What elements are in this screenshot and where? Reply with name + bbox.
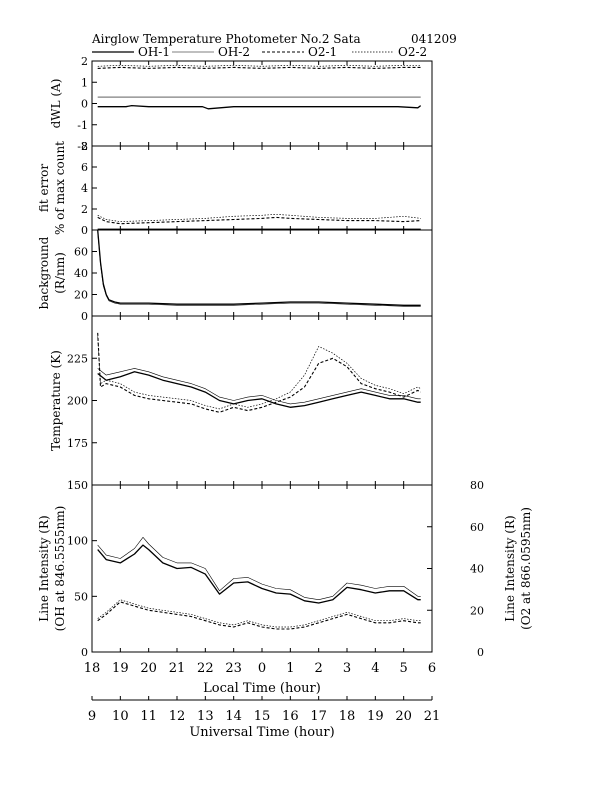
legend-label-oh-1: OH-1	[138, 45, 170, 59]
legend: OH-1 OH-2 O2-1 O2-2	[92, 45, 427, 59]
xtick-ut-label: 17	[310, 709, 327, 724]
series-line_intensity-o2-1	[97, 601, 421, 630]
ylabel-right-line_intensity: Line Intensity (R)	[503, 515, 517, 621]
figure-title: Airglow Temperature Photometer No.2 Sata	[91, 32, 361, 46]
series-dwl-o2-2	[97, 64, 421, 67]
xtick-local-label: 20	[140, 661, 157, 676]
series-line_intensity-o2-2	[97, 599, 421, 628]
ytick-label: 225	[67, 352, 88, 365]
xtick-local-label: 6	[428, 661, 436, 676]
ylabel-temperature: Temperature (K)	[49, 350, 63, 451]
panel-frame-dwl	[91, 60, 433, 147]
chart-panels: -2 -1 0 1 2 dWL (A) 0 2 4 6 8 fit error% of max cou…	[37, 55, 533, 659]
ytick-label: 40	[74, 267, 88, 280]
ytick-label: 50	[74, 590, 88, 603]
xtick-ut-label: 13	[197, 709, 214, 724]
legend-label-o2-1: O2-1	[308, 45, 337, 59]
xlabel-local: Local Time (hour)	[203, 681, 321, 696]
xtick-local-label: 21	[169, 661, 186, 676]
panel-temperature: 175 200 225 Temperature (K)	[49, 315, 433, 486]
panel-background: 0 20 40 60 background (R/nm)	[37, 229, 433, 323]
ytick-label: 2	[81, 55, 88, 68]
ytick-label: 6	[81, 161, 88, 174]
xtick-local-label: 0	[258, 661, 266, 676]
xtick-ut-label: 16	[282, 709, 299, 724]
xtick-ut-label: 19	[367, 709, 384, 724]
ylabel-fit_error: fit error	[37, 164, 51, 212]
series-background-oh-1	[97, 229, 421, 306]
series-temperature-oh-1	[97, 371, 421, 408]
ytick-right-label: 60	[470, 521, 484, 534]
xtick-local-label: 3	[343, 661, 351, 676]
series-fit_error-o2-1	[97, 216, 421, 225]
xtick-ut-label: 10	[112, 709, 129, 724]
ytick-label: 0	[81, 98, 88, 111]
series-temperature-oh-2	[97, 368, 421, 405]
panel-dwl: -2 -1 0 1 2 dWL (A)	[49, 55, 433, 153]
panel-fit_error: 0 2 4 6 8 fit error% of max count	[37, 140, 433, 237]
ylabel-background: (R/nm)	[53, 252, 67, 294]
ytick-label: -2	[77, 140, 88, 153]
ylabel-fit_error: % of max count	[53, 141, 67, 235]
xtick-ut-label: 11	[140, 709, 157, 724]
xtick-ut-label: 9	[88, 709, 96, 724]
ytick-label: 2	[81, 203, 88, 216]
xtick-local-label: 1	[286, 661, 294, 676]
series-dwl-oh-1	[97, 104, 422, 110]
xlabel-universal: Universal Time (hour)	[189, 725, 334, 740]
ylabel-right-line_intensity: (O2 at 866.0595nm)	[519, 507, 533, 630]
ylabel-line_intensity: Line Intensity (R)	[37, 515, 51, 621]
series-fit_error-o2-2	[97, 213, 421, 222]
ytick-label: 150	[67, 479, 88, 492]
panel-frame-temperature	[91, 315, 433, 486]
series-line_intensity-oh-1	[97, 544, 421, 604]
ytick-label: 0	[81, 646, 88, 659]
ytick-right-label: 20	[470, 604, 484, 617]
ytick-right-label: 40	[470, 563, 484, 576]
ytick-label: 60	[74, 246, 88, 259]
series-temperature-o2-1	[97, 332, 421, 413]
ytick-label: 0	[81, 310, 88, 323]
ytick-label: 200	[67, 395, 88, 408]
ytick-label: 0	[81, 224, 88, 237]
panel-frame-fit_error	[91, 145, 433, 231]
ytick-label: -1	[77, 119, 88, 132]
xtick-ut-label: 18	[339, 709, 356, 724]
ytick-label: 4	[81, 182, 88, 195]
ytick-label: 20	[74, 289, 88, 302]
xtick-ut-label: 12	[169, 709, 186, 724]
series-line_intensity-oh-2	[97, 536, 421, 601]
xtick-ut-label: 21	[424, 709, 441, 724]
series-temperature-o2-2	[97, 336, 421, 410]
ytick-label: 1	[81, 76, 88, 89]
figure-date: 041209	[411, 32, 457, 46]
xtick-local-label: 23	[225, 661, 242, 676]
xtick-local-label: 18	[84, 661, 101, 676]
xtick-local-label: 2	[315, 661, 323, 676]
xtick-local-label: 22	[197, 661, 214, 676]
legend-label-o2-2: O2-2	[398, 45, 427, 59]
ylabel-dwl: dWL (A)	[49, 79, 63, 129]
xtick-local-label: 19	[112, 661, 129, 676]
xtick-local-label: 4	[371, 661, 379, 676]
xtick-ut-label: 20	[395, 709, 412, 724]
ytick-right-label: 0	[477, 646, 484, 659]
ytick-label: 100	[67, 535, 88, 548]
xtick-ut-label: 15	[254, 709, 271, 724]
xtick-ut-label: 14	[225, 709, 242, 724]
ylabel-background: background	[37, 236, 51, 309]
series-background-oh-2	[97, 232, 421, 307]
ytick-label: 8	[81, 140, 88, 153]
xtick-local-label: 5	[400, 661, 408, 676]
series-dwl-o2-1	[97, 66, 421, 69]
ytick-label: 175	[67, 437, 88, 450]
legend-label-oh-2: OH-2	[218, 45, 250, 59]
ylabel-line_intensity: (OH at 846.5555nm)	[53, 506, 67, 632]
ytick-right-label: 80	[470, 479, 484, 492]
